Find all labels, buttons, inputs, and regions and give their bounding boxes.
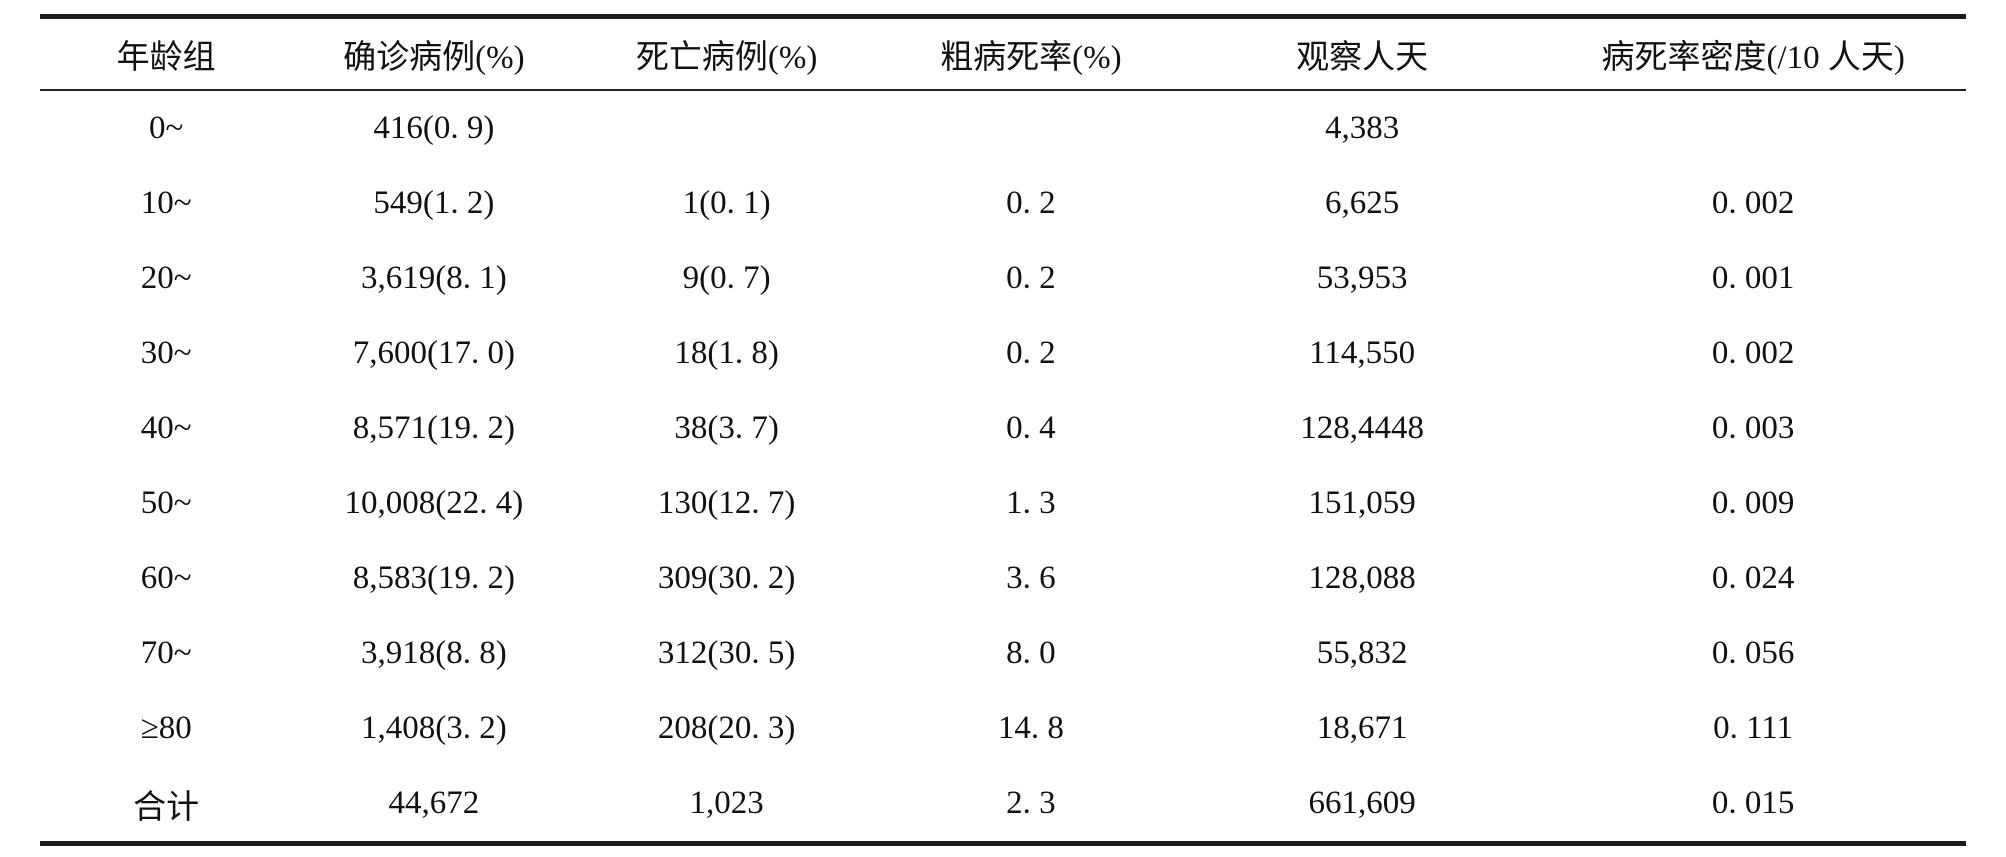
cell-person-days: 4,383 (1325, 110, 1400, 146)
cell-death-cases: 309(30. 2) (657, 560, 796, 596)
cell-confirmed-cases: 549(1. 2) (373, 185, 495, 221)
cell-death-cases: 312(30. 5) (657, 635, 796, 671)
cell-fatality-density: 0. 111 (1713, 710, 1794, 746)
cell-age-group: 10~ (140, 185, 192, 221)
cell-crude-fatality: 0. 4 (1006, 410, 1056, 446)
col-header-confirmed-cases: 确诊病例(%) (292, 16, 576, 91)
cell-death-cases: 1(0. 1) (682, 185, 771, 221)
cell-person-days: 128,4448 (1300, 410, 1425, 446)
cell-fatality-density: 0. 001 (1711, 260, 1795, 296)
cell-confirmed-cases: 7,600(17. 0) (352, 335, 515, 371)
table-row-age-80-plus: ≥80 1,408(3. 2) 208(20. 3) 14. 8 18,671 … (40, 691, 1966, 766)
cell-crude-fatality (878, 90, 1184, 166)
header-row: 年龄组 确诊病例(%) 死亡病例(%) 粗病死率(%) 观察人天 病死率密度(/… (40, 16, 1966, 91)
cell-confirmed-cases: 3,918(8. 8) (360, 635, 507, 671)
cell-death-cases: 1,023 (689, 785, 764, 821)
cell-age-group: 40~ (140, 410, 192, 446)
cell-age-group: 30~ (140, 335, 192, 371)
cell-fatality-density: 0. 015 (1711, 785, 1795, 821)
col-header-person-days: 观察人天 (1184, 16, 1541, 91)
cell-death-cases: 208(20. 3) (657, 710, 796, 746)
cell-crude-fatality: 1. 3 (1006, 485, 1056, 521)
cell-confirmed-cases: 10,008(22. 4) (344, 485, 524, 521)
age-group-fatality-table: 年龄组 确诊病例(%) 死亡病例(%) 粗病死率(%) 观察人天 病死率密度(/… (40, 14, 1966, 846)
table-row-age-10: 10~ 549(1. 2) 1(0. 1) 0. 2 6,625 0. 002 (40, 166, 1966, 241)
cell-age-group: 合计 (133, 789, 200, 826)
cell-person-days: 18,671 (1316, 710, 1408, 746)
cell-person-days: 151,059 (1308, 485, 1416, 521)
cell-crude-fatality: 0. 2 (1006, 185, 1056, 221)
table-row-age-70: 70~ 3,918(8. 8) 312(30. 5) 8. 0 55,832 0… (40, 616, 1966, 691)
table-row-age-30: 30~ 7,600(17. 0) 18(1. 8) 0. 2 114,550 0… (40, 316, 1966, 391)
cell-person-days: 6,625 (1325, 185, 1400, 221)
cell-confirmed-cases: 3,619(8. 1) (360, 260, 507, 296)
cell-fatality-density: 0. 056 (1711, 635, 1795, 671)
table-row-age-60: 60~ 8,583(19. 2) 309(30. 2) 3. 6 128,088… (40, 541, 1966, 616)
cell-fatality-density (1540, 90, 1966, 166)
cell-death-cases: 9(0. 7) (682, 260, 771, 296)
table-row-age-40: 40~ 8,571(19. 2) 38(3. 7) 0. 4 128,4448 … (40, 391, 1966, 466)
cell-person-days: 128,088 (1308, 560, 1416, 596)
col-header-fatality-density: 病死率密度(/10 人天) (1540, 16, 1966, 91)
col-header-crude-fatality: 粗病死率(%) (877, 16, 1184, 91)
cell-crude-fatality: 0. 2 (1006, 335, 1056, 371)
table-row-total: 合计 44,672 1,023 2. 3 661,609 0. 015 (40, 766, 1966, 844)
col-header-death-cases: 死亡病例(%) (575, 16, 878, 91)
cell-death-cases (575, 90, 877, 166)
cell-age-group: 20~ (140, 260, 192, 296)
cell-crude-fatality: 3. 6 (1006, 560, 1056, 596)
cell-age-group: 0~ (148, 110, 184, 146)
table-row-age-0: 0~ 416(0. 9) 4,383 (40, 90, 1966, 166)
statistics-table-container: 年龄组 确诊病例(%) 死亡病例(%) 粗病死率(%) 观察人天 病死率密度(/… (40, 14, 1966, 846)
table-row-age-50: 50~ 10,008(22. 4) 130(12. 7) 1. 3 151,05… (40, 466, 1966, 541)
cell-person-days: 114,550 (1309, 335, 1416, 371)
col-header-age-group: 年龄组 (40, 16, 293, 91)
cell-age-group: ≥80 (140, 710, 192, 746)
cell-person-days: 53,953 (1316, 260, 1408, 296)
cell-age-group: 50~ (140, 485, 192, 521)
table-row-age-20: 20~ 3,619(8. 1) 9(0. 7) 0. 2 53,953 0. 0… (40, 241, 1966, 316)
cell-confirmed-cases: 416(0. 9) (373, 110, 495, 146)
cell-age-group: 60~ (140, 560, 192, 596)
cell-fatality-density: 0. 024 (1711, 560, 1795, 596)
cell-crude-fatality: 2. 3 (1006, 785, 1056, 821)
cell-death-cases: 38(3. 7) (674, 410, 779, 446)
cell-death-cases: 18(1. 8) (674, 335, 779, 371)
cell-confirmed-cases: 1,408(3. 2) (360, 710, 507, 746)
cell-fatality-density: 0. 003 (1711, 410, 1795, 446)
cell-age-group: 70~ (140, 635, 192, 671)
cell-fatality-density: 0. 009 (1711, 485, 1795, 521)
cell-person-days: 661,609 (1308, 785, 1416, 821)
cell-fatality-density: 0. 002 (1711, 185, 1795, 221)
cell-crude-fatality: 0. 2 (1006, 260, 1056, 296)
cell-person-days: 55,832 (1316, 635, 1408, 671)
cell-crude-fatality: 8. 0 (1006, 635, 1056, 671)
cell-crude-fatality: 14. 8 (997, 710, 1064, 746)
cell-death-cases: 130(12. 7) (657, 485, 796, 521)
cell-confirmed-cases: 8,571(19. 2) (352, 410, 515, 446)
cell-fatality-density: 0. 002 (1711, 335, 1795, 371)
cell-confirmed-cases: 44,672 (388, 785, 480, 821)
cell-confirmed-cases: 8,583(19. 2) (352, 560, 515, 596)
